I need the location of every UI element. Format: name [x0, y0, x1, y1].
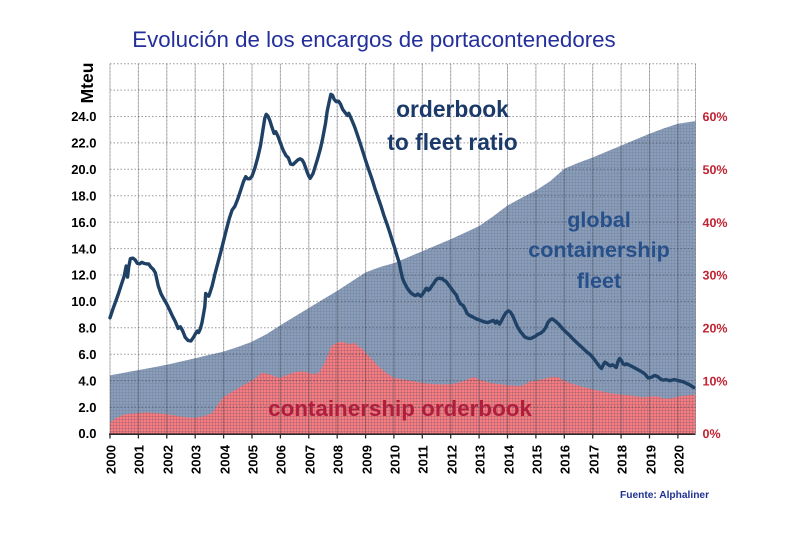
svg-text:18.0: 18.0: [71, 189, 96, 204]
svg-text:10%: 10%: [703, 374, 728, 388]
svg-text:10.0: 10.0: [71, 294, 96, 309]
svg-text:4.0: 4.0: [78, 373, 96, 388]
svg-text:12.0: 12.0: [71, 268, 96, 283]
svg-text:22.0: 22.0: [71, 136, 96, 151]
svg-text:20.0: 20.0: [71, 162, 96, 177]
svg-text:50%: 50%: [703, 163, 728, 177]
svg-text:0.0: 0.0: [78, 426, 96, 441]
svg-text:30%: 30%: [703, 269, 728, 283]
svg-text:0%: 0%: [703, 427, 721, 441]
svg-text:24.0: 24.0: [71, 109, 96, 124]
svg-text:8.0: 8.0: [78, 321, 96, 336]
svg-text:20%: 20%: [703, 321, 728, 335]
svg-text:2.0: 2.0: [78, 400, 96, 415]
svg-text:60%: 60%: [703, 110, 728, 124]
svg-text:14.0: 14.0: [71, 241, 96, 256]
svg-text:6.0: 6.0: [78, 347, 96, 362]
svg-text:16.0: 16.0: [71, 215, 96, 230]
svg-text:40%: 40%: [703, 216, 728, 230]
